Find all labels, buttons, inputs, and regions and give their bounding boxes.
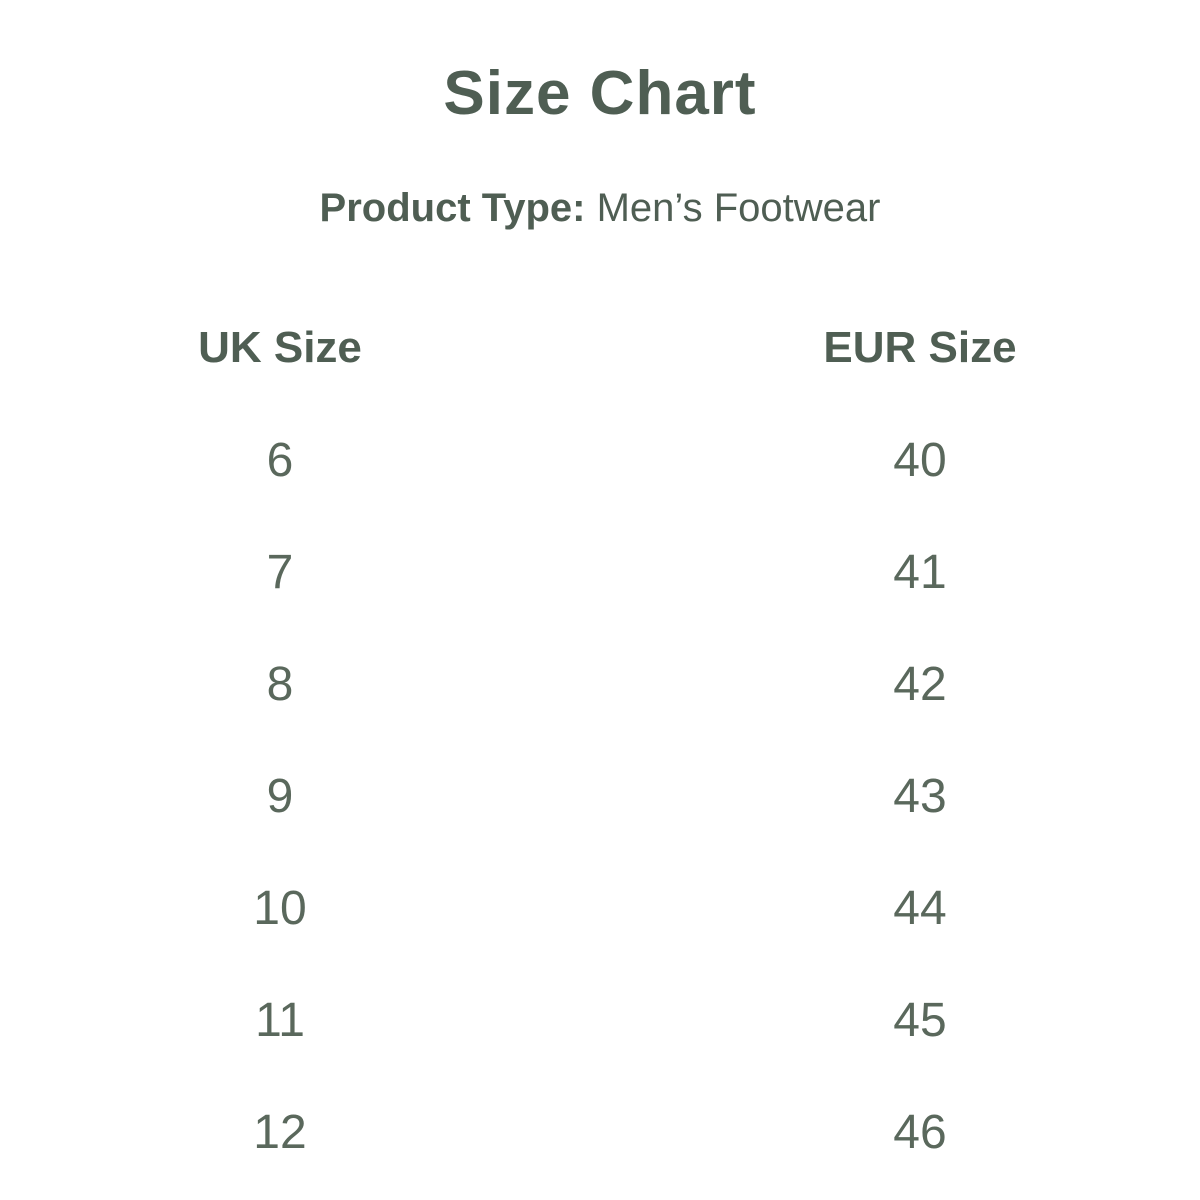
- eur-size-value: 45: [893, 993, 947, 1047]
- column-header-eur-size: EUR Size: [823, 323, 1017, 372]
- eur-size-value: 44: [893, 881, 947, 935]
- column-header-uk-size: UK Size: [198, 323, 362, 372]
- eur-size-value: 43: [893, 769, 947, 823]
- eur-size-value: 41: [893, 545, 947, 599]
- product-type-line: Product Type: Men’s Footwear: [0, 184, 1200, 232]
- product-type-value: Men’s Footwear: [596, 186, 881, 230]
- table-row: 11 45: [80, 964, 1120, 1076]
- table-row: 6 40: [80, 404, 1120, 516]
- uk-size-value: 8: [266, 657, 294, 711]
- table-header-row: UK Size EUR Size: [80, 292, 1120, 404]
- uk-size-value: 11: [255, 993, 305, 1047]
- table-row: 8 42: [80, 628, 1120, 740]
- table-row: 10 44: [80, 852, 1120, 964]
- size-conversion-table: UK Size EUR Size 6 40 7 41 8 42 9 43 10 …: [0, 292, 1200, 1188]
- uk-size-value: 7: [266, 545, 294, 599]
- table-row: 12 46: [80, 1076, 1120, 1188]
- product-type-label: Product Type:: [319, 186, 586, 230]
- uk-size-value: 9: [266, 769, 294, 823]
- eur-size-value: 40: [893, 433, 947, 487]
- uk-size-value: 10: [253, 881, 307, 935]
- table-row: 9 43: [80, 740, 1120, 852]
- uk-size-value: 6: [266, 433, 294, 487]
- uk-size-value: 12: [253, 1105, 307, 1159]
- table-row: 7 41: [80, 516, 1120, 628]
- page-title: Size Chart: [443, 59, 757, 128]
- eur-size-value: 42: [893, 657, 947, 711]
- eur-size-value: 46: [893, 1105, 947, 1159]
